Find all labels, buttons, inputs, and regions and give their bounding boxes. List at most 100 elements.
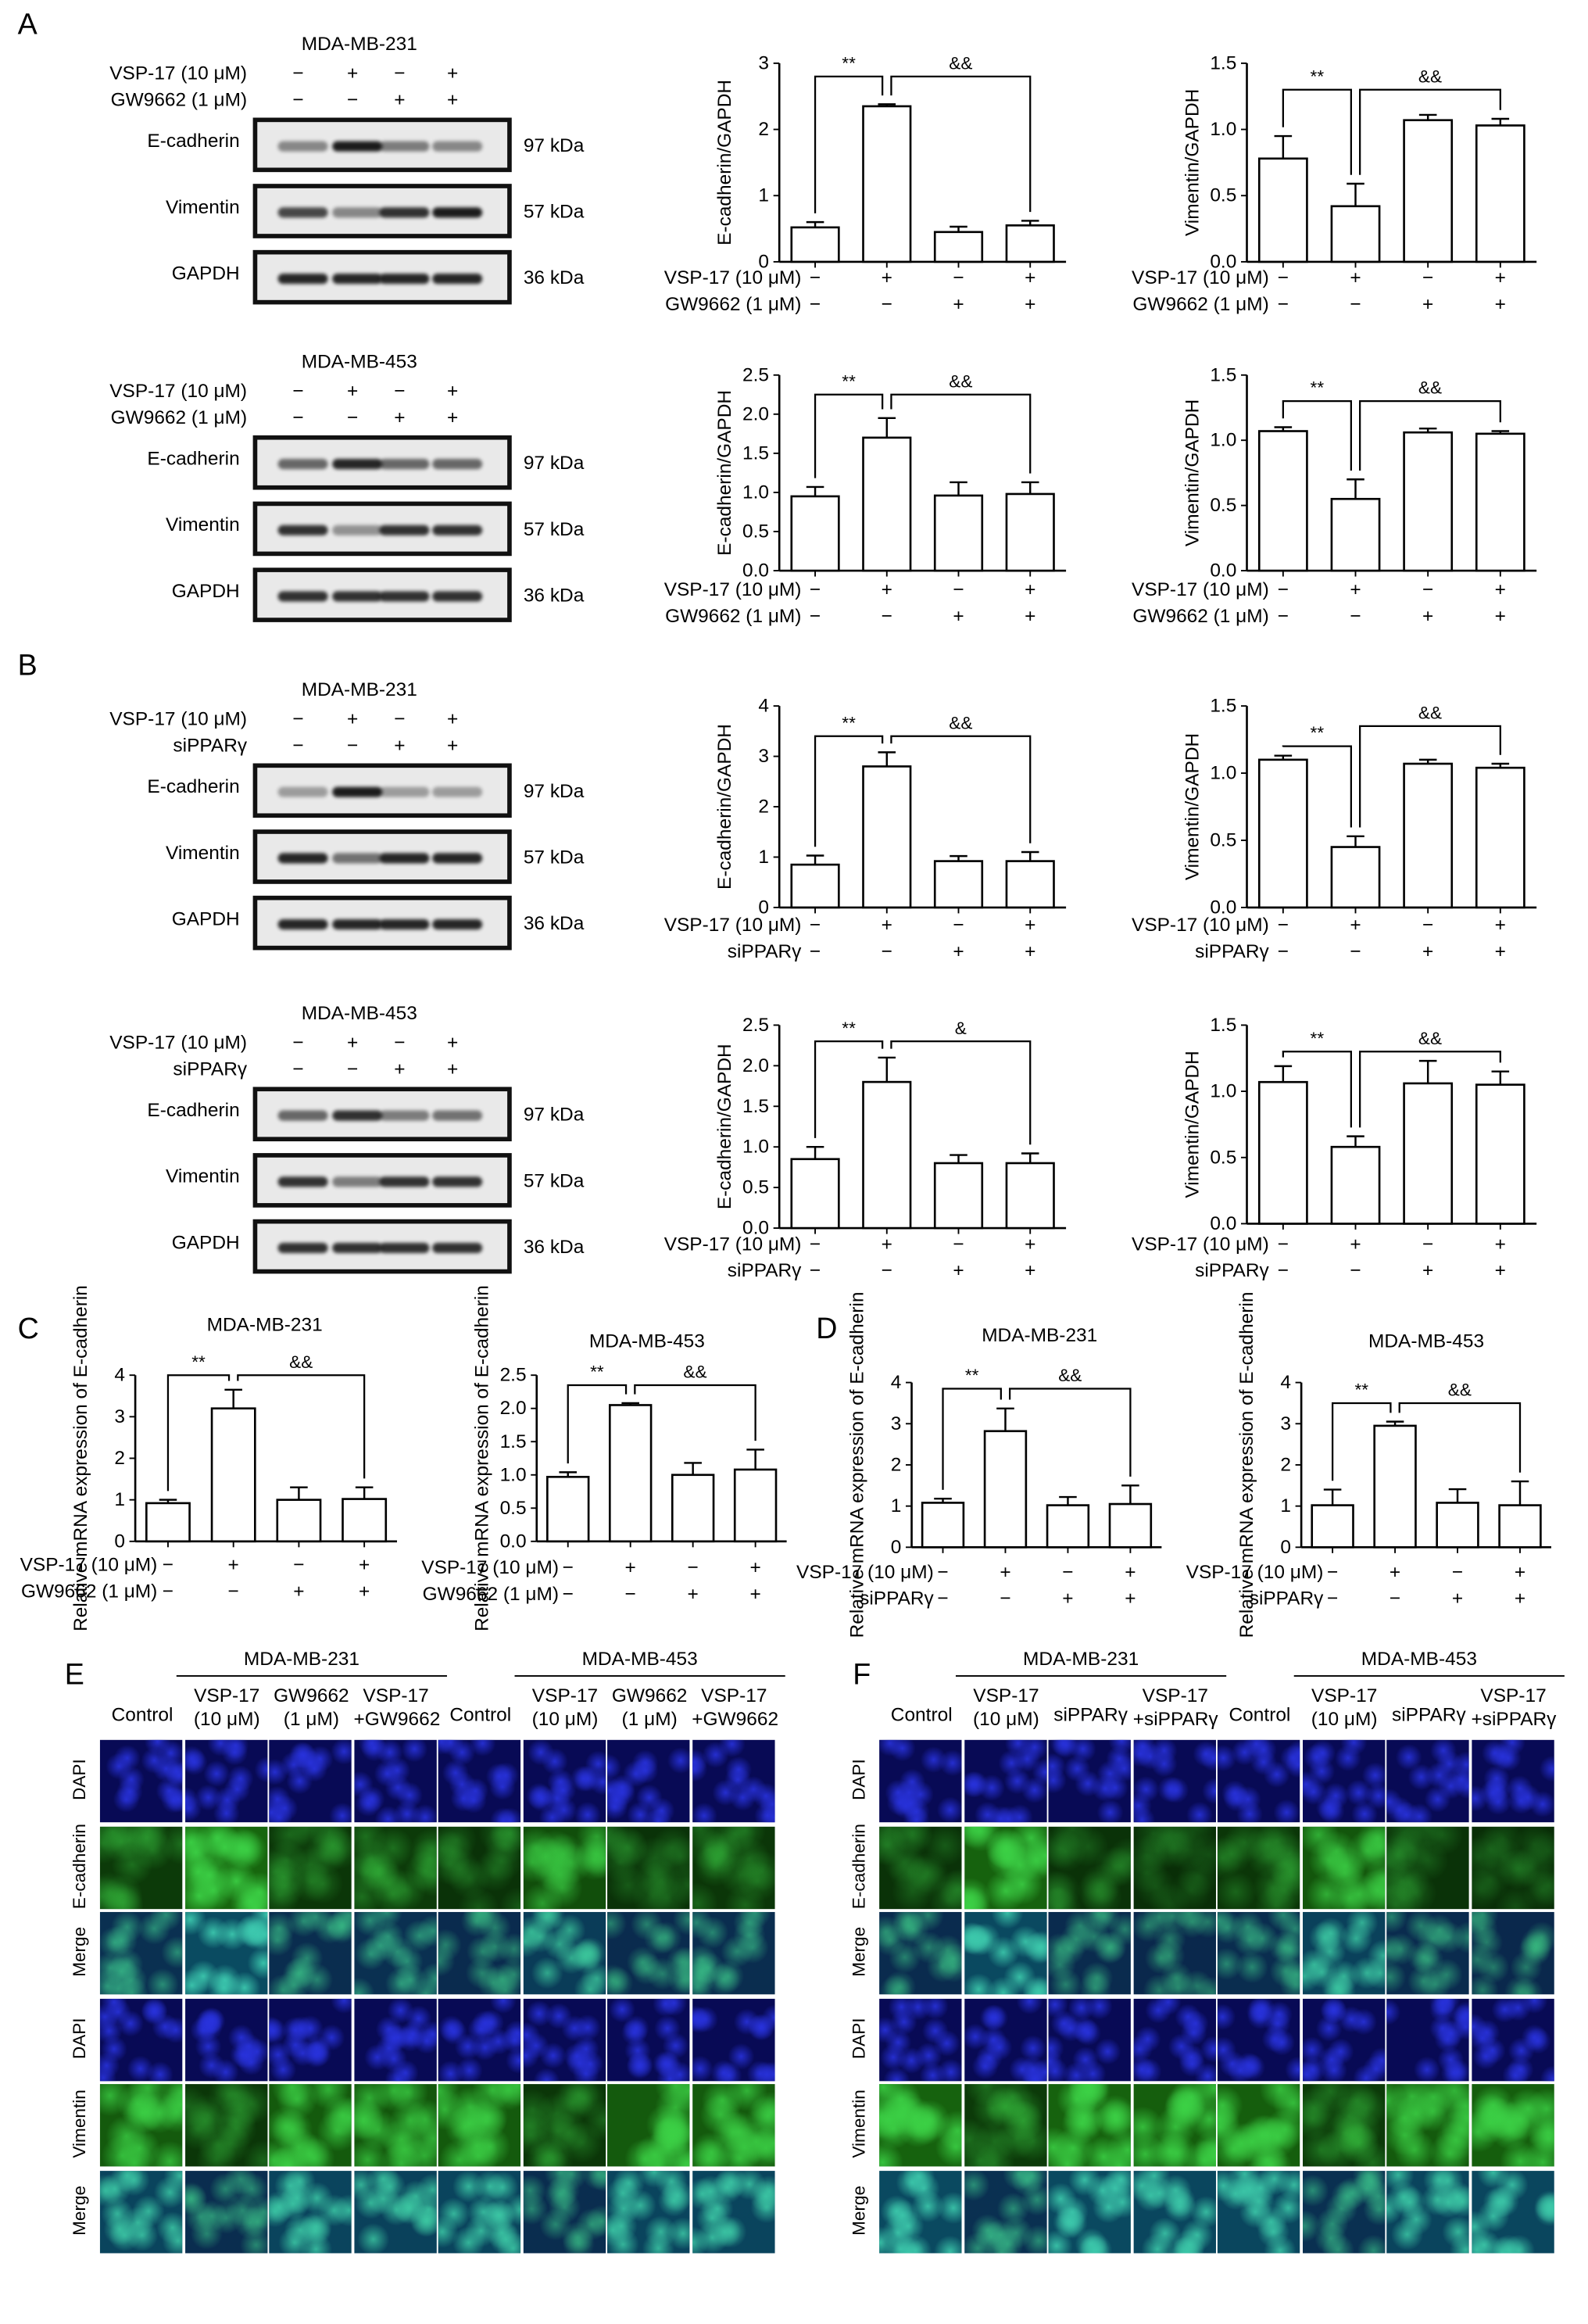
bar [1046, 1504, 1090, 1549]
treatment-sign: − [810, 941, 821, 962]
blot-band [432, 141, 483, 152]
significance-bracket [814, 1040, 884, 1138]
bar [546, 1476, 590, 1543]
treatment-sign: + [347, 62, 359, 84]
treatment-label: GW9662 (1 μM) [21, 1581, 157, 1602]
treatment-sign: + [882, 579, 892, 600]
condition-label: Control [890, 1703, 953, 1725]
y-tick-label: 4 [758, 696, 769, 717]
treatment-sign: + [953, 1260, 964, 1281]
significance-bracket [1282, 1051, 1352, 1128]
bar-chart: 0.0 0.5 1.0 1.5 Vimentin/GAPDH ** && VSP-17 (10… [1132, 696, 1537, 962]
treatment-label: VSP-17 (10 μM) [1132, 1234, 1269, 1255]
treatment-sign: − [1350, 941, 1361, 962]
treatment-sign: − [1278, 267, 1289, 288]
y-tick-label: 1 [891, 1495, 902, 1517]
bar [1257, 157, 1308, 263]
bar [1257, 758, 1308, 909]
treatment-label: GW9662 (1 μM) [665, 294, 801, 315]
micrograph [269, 2170, 352, 2253]
blot-strip [252, 249, 512, 305]
treatment-sign: − [292, 733, 304, 757]
micrograph [1132, 2170, 1216, 2253]
blot-band [379, 786, 430, 797]
micrograph [184, 2084, 267, 2167]
micrograph [607, 1998, 690, 2081]
micrograph [1132, 1739, 1216, 1823]
significance-bracket [890, 75, 1032, 213]
blot-band [332, 525, 383, 535]
blot-strip [252, 1087, 512, 1142]
blot-band [277, 591, 328, 602]
treatment-sign: + [1025, 915, 1035, 936]
micrograph [353, 1739, 436, 1823]
y-tick-label: 1 [758, 185, 769, 206]
micrograph [964, 2170, 1046, 2253]
blot-band [332, 786, 383, 797]
micrograph [522, 1825, 606, 1909]
blot-band [332, 591, 383, 602]
treatment-sign: − [1062, 1562, 1073, 1583]
micrograph [1302, 1739, 1385, 1823]
treatment-label: GW9662 (1 μM) [1132, 606, 1268, 627]
cell-line-label: MDA-MB-453 [1361, 1647, 1477, 1670]
micrograph [353, 2170, 436, 2253]
panel-label-e: E [64, 1659, 84, 1692]
treatment-label: VSP-17 (10 μM) [20, 1554, 158, 1575]
treatment-sign: + [347, 707, 359, 730]
treatment-sign: − [953, 915, 964, 936]
micrograph [607, 1739, 690, 1823]
y-axis-label: Vimentin/GAPDH [1182, 1051, 1203, 1198]
bar-chart: 0.0 0.5 1.0 1.5 Vimentin/GAPDH ** && VSP-17 (10… [1132, 1015, 1537, 1281]
bar [862, 436, 912, 572]
blot-band [379, 525, 430, 535]
blot-band [432, 1176, 483, 1187]
treatment-label: siPPARγ [728, 1260, 802, 1281]
treatment-sign: − [937, 1562, 948, 1583]
micrograph [607, 2170, 690, 2253]
blot-band [277, 1176, 328, 1187]
significance-bracket [567, 1384, 628, 1464]
treatment-sign: − [1000, 1588, 1010, 1610]
micrograph [522, 2170, 606, 2253]
blot-band [379, 459, 430, 470]
treatment-sign: + [1422, 606, 1433, 627]
blot-band [379, 1110, 430, 1121]
y-axis-label: Vimentin/GAPDH [1182, 733, 1203, 880]
significance-label: && [1448, 1380, 1472, 1400]
y-tick-label: 2.0 [742, 403, 769, 424]
bar-chart: 0 1 2 3 4 Relative mRNA expression of E-cadhe… [20, 1285, 398, 1631]
group-divider [955, 1675, 1226, 1677]
blot-band [332, 1110, 383, 1121]
treatment-sign: + [1515, 1562, 1525, 1583]
y-tick-label: 0.0 [1210, 1213, 1236, 1234]
micrograph [1471, 1825, 1554, 1909]
bar [1475, 766, 1525, 909]
bar [1330, 1145, 1381, 1225]
treatment-sign: + [625, 1557, 636, 1578]
protein-label: GAPDH [171, 907, 240, 930]
y-axis-label: Relative mRNA expression of E-cadherin [472, 1285, 493, 1631]
blot-band [332, 1242, 383, 1254]
micrograph [184, 1998, 267, 2081]
blot-band [432, 853, 483, 864]
y-tick-label: 1.5 [1210, 52, 1236, 73]
treatment-sign: − [347, 88, 359, 111]
micrograph [1471, 2170, 1554, 2253]
micrograph [438, 1998, 521, 2081]
blot-band [432, 207, 483, 218]
kda-label: 97 kDa [523, 1103, 585, 1126]
treatment-sign: + [1025, 606, 1035, 627]
y-tick-label: 2 [758, 119, 769, 140]
treatment-sign: + [1025, 294, 1035, 315]
bar [790, 495, 840, 572]
bar [1330, 846, 1381, 909]
treatment-sign: + [1025, 941, 1035, 962]
condition-label: VSP-17 (10 μM) [973, 1684, 1039, 1730]
bar [276, 1499, 322, 1543]
treatment-sign: − [1327, 1588, 1338, 1610]
y-tick-label: 0.0 [1210, 251, 1236, 272]
micrograph [522, 1911, 606, 1995]
micrograph [964, 2084, 1046, 2167]
y-tick-label: 2.0 [742, 1055, 769, 1076]
